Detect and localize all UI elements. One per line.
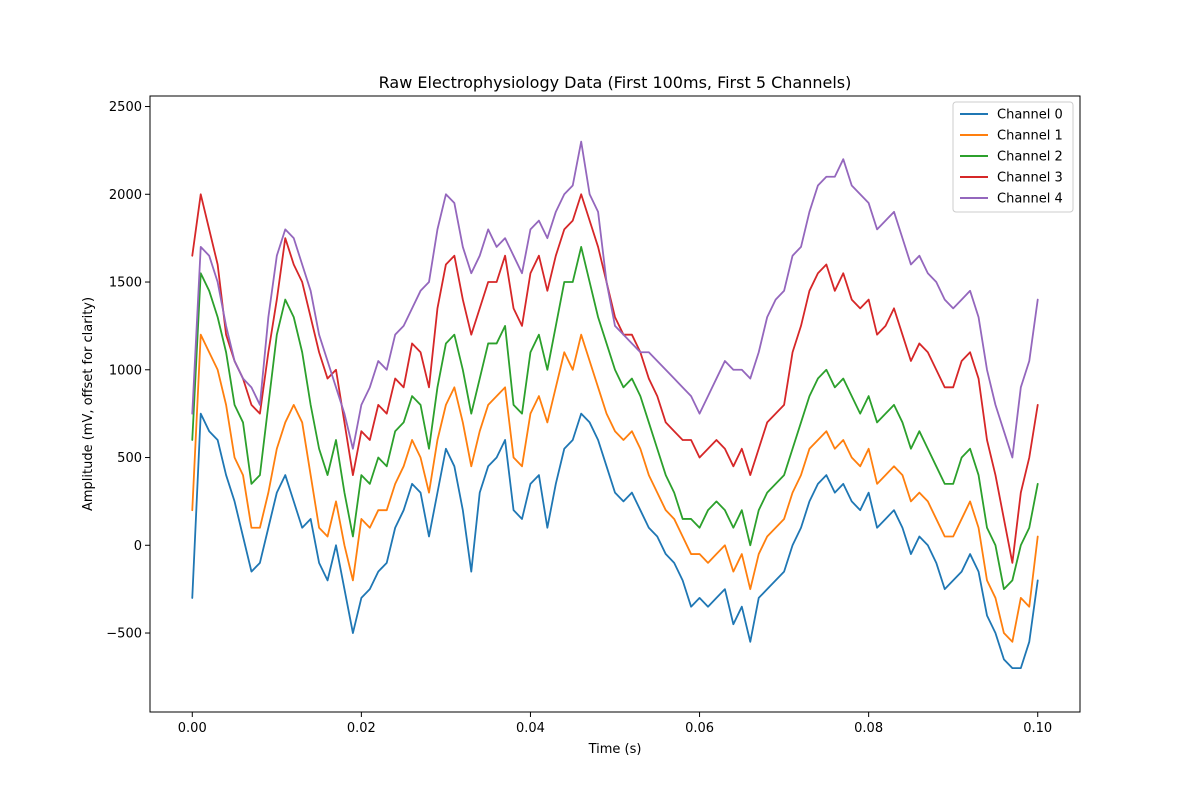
legend-label: Channel 1: [997, 129, 1063, 144]
x-axis-label: Time (s): [588, 742, 642, 757]
x-tick-label: 0.04: [516, 721, 545, 736]
y-axis-label: Amplitude (mV, offset for clarity): [81, 297, 96, 511]
legend-box: [952, 101, 1074, 213]
legend: Channel 0 Channel 1 Channel 2 Channel 3 Chan…: [952, 101, 1074, 213]
y-tick-label: 2000: [109, 188, 142, 203]
series-line-channel-1: [191, 333, 1039, 643]
x-axis: 0.00 0.02 0.04 0.06 0.08 0.10: [178, 712, 1052, 736]
series-line-channel-0: [191, 412, 1039, 670]
x-tick-label: 0.00: [178, 721, 207, 736]
x-tick-label: 0.06: [685, 721, 714, 736]
y-tick-label: 0: [134, 539, 142, 554]
legend-label: Channel 3: [997, 171, 1063, 186]
series-line-channel-4: [191, 140, 1039, 459]
legend-label: Channel 4: [997, 192, 1063, 207]
x-tick-label: 0.10: [1023, 721, 1052, 736]
x-tick-label: 0.08: [854, 721, 883, 736]
series-line-channel-2: [191, 246, 1039, 591]
y-axis: −500 0 500 1000 1500 2000 2500: [106, 100, 150, 642]
y-tick-label: 2500: [109, 100, 142, 115]
chart-title: Raw Electrophysiology Data (First 100ms,…: [379, 73, 852, 92]
x-tick-label: 0.02: [347, 721, 376, 736]
y-tick-label: 500: [117, 451, 142, 466]
legend-label: Channel 0: [997, 108, 1063, 123]
legend-label: Channel 2: [997, 150, 1063, 165]
series-line-channel-3: [191, 193, 1039, 564]
series-layer: [191, 140, 1039, 670]
plot-frame: [149, 95, 1081, 713]
y-tick-label: 1500: [109, 276, 142, 291]
y-tick-label: 1000: [109, 363, 142, 378]
y-tick-label: −500: [106, 627, 142, 642]
